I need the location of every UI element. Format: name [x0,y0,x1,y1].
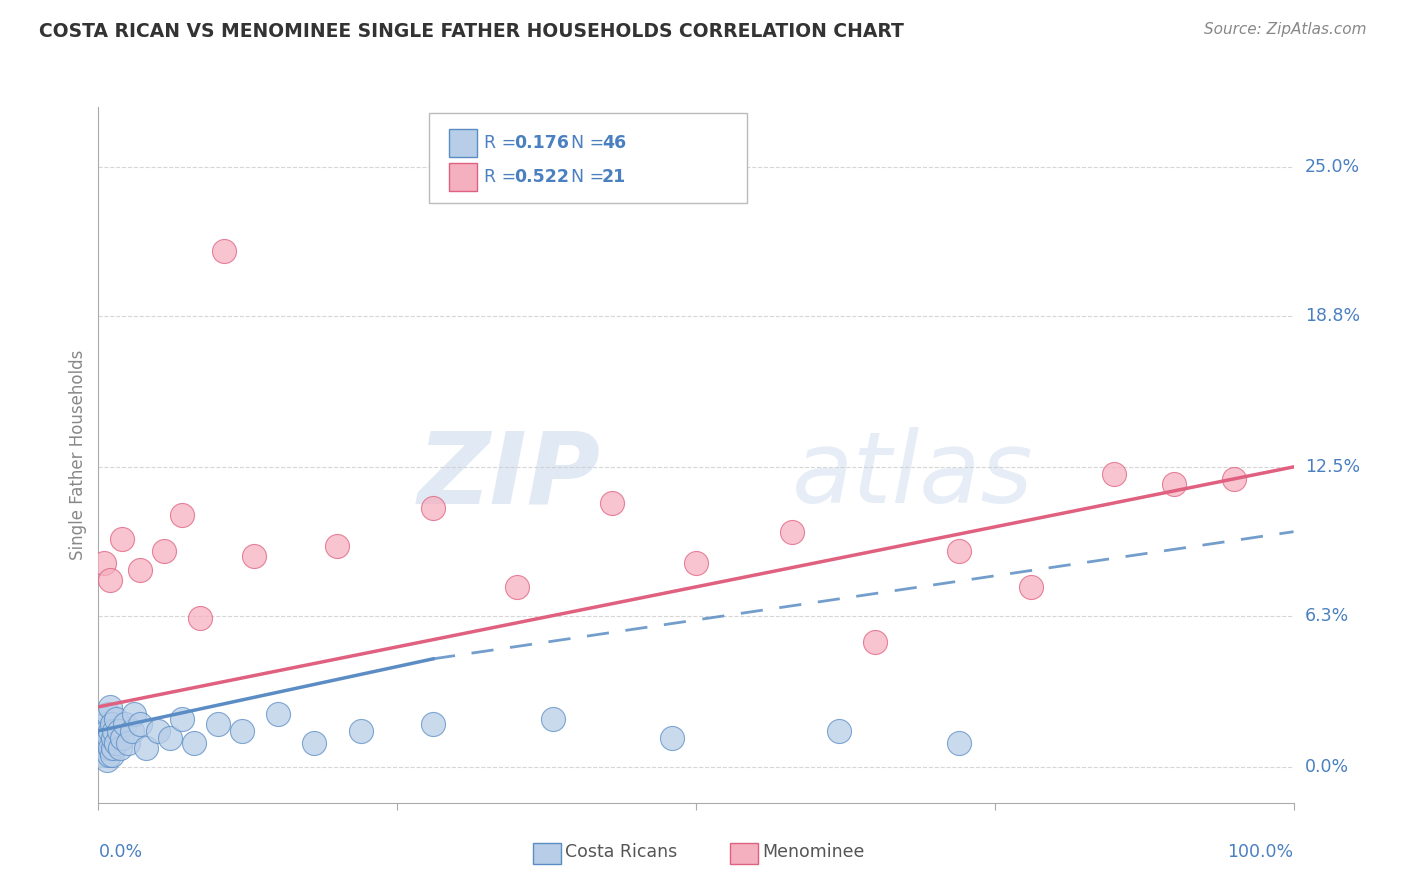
Point [326,539,349,553]
Text: 0.0%: 0.0% [1305,758,1348,776]
Point [98,723,122,738]
Point [108,740,131,755]
Point [863,635,886,649]
Point [685,556,707,570]
Text: N =: N = [571,168,610,186]
Point [231,723,253,738]
Point [117,736,139,750]
Point [600,496,623,510]
Point [948,736,970,750]
Text: N =: N = [571,134,610,152]
Text: 6.3%: 6.3% [1305,607,1348,624]
Text: 0.0%: 0.0% [98,843,142,861]
Point [114,716,136,731]
Point [94,716,117,731]
Point [135,740,157,755]
Point [93,556,115,570]
Point [422,500,444,515]
Point [98,699,122,714]
Point [91,723,114,738]
Text: 21: 21 [602,168,626,186]
Text: 12.5%: 12.5% [1305,458,1360,476]
Point [506,580,529,594]
Point [105,712,128,726]
Point [212,244,235,258]
Text: ZIP: ZIP [418,427,600,524]
Text: Source: ZipAtlas.com: Source: ZipAtlas.com [1204,22,1367,37]
Point [96,753,118,767]
Point [153,544,176,558]
Text: 0.522: 0.522 [515,168,569,186]
Point [780,524,803,539]
Point [111,731,134,745]
Point [124,706,146,721]
Point [103,723,125,738]
Point [97,740,120,755]
Point [350,723,373,738]
Point [1163,476,1185,491]
Text: 25.0%: 25.0% [1305,158,1360,176]
Point [1102,467,1125,482]
Text: R =: R = [484,168,522,186]
Point [100,747,122,762]
Text: Menominee: Menominee [762,843,865,861]
Point [1222,472,1246,486]
Point [242,549,264,563]
Point [90,731,112,745]
Point [101,731,124,745]
Text: atlas: atlas [792,427,1033,524]
Point [101,740,124,755]
Point [98,740,122,755]
Point [100,716,122,731]
Point [422,716,444,731]
Point [1019,580,1042,594]
Point [948,544,970,558]
Text: 46: 46 [602,134,626,152]
Point [159,731,181,745]
Point [828,723,851,738]
Point [121,723,143,738]
Text: 100.0%: 100.0% [1227,843,1294,861]
Text: 0.176: 0.176 [515,134,569,152]
Point [148,723,170,738]
Point [302,736,325,750]
Point [98,747,121,762]
Text: COSTA RICAN VS MENOMINEE SINGLE FATHER HOUSEHOLDS CORRELATION CHART: COSTA RICAN VS MENOMINEE SINGLE FATHER H… [39,22,904,41]
Point [98,731,121,745]
Point [93,712,115,726]
Point [129,563,152,577]
Text: Costa Ricans: Costa Ricans [565,843,678,861]
Point [93,747,115,762]
Point [96,723,118,738]
Point [267,706,290,721]
Text: 18.8%: 18.8% [1305,307,1360,325]
Point [172,712,194,726]
Point [107,723,129,738]
Point [94,736,117,750]
Point [541,712,564,726]
Point [661,731,683,745]
Point [183,736,205,750]
Point [98,573,122,587]
Point [97,706,120,721]
Y-axis label: Single Father Households: Single Father Households [69,350,87,560]
Point [129,716,152,731]
Point [188,611,211,625]
Point [172,508,194,522]
Point [207,716,229,731]
Point [111,532,134,546]
Text: R =: R = [484,134,522,152]
Point [91,740,114,755]
Point [105,736,128,750]
